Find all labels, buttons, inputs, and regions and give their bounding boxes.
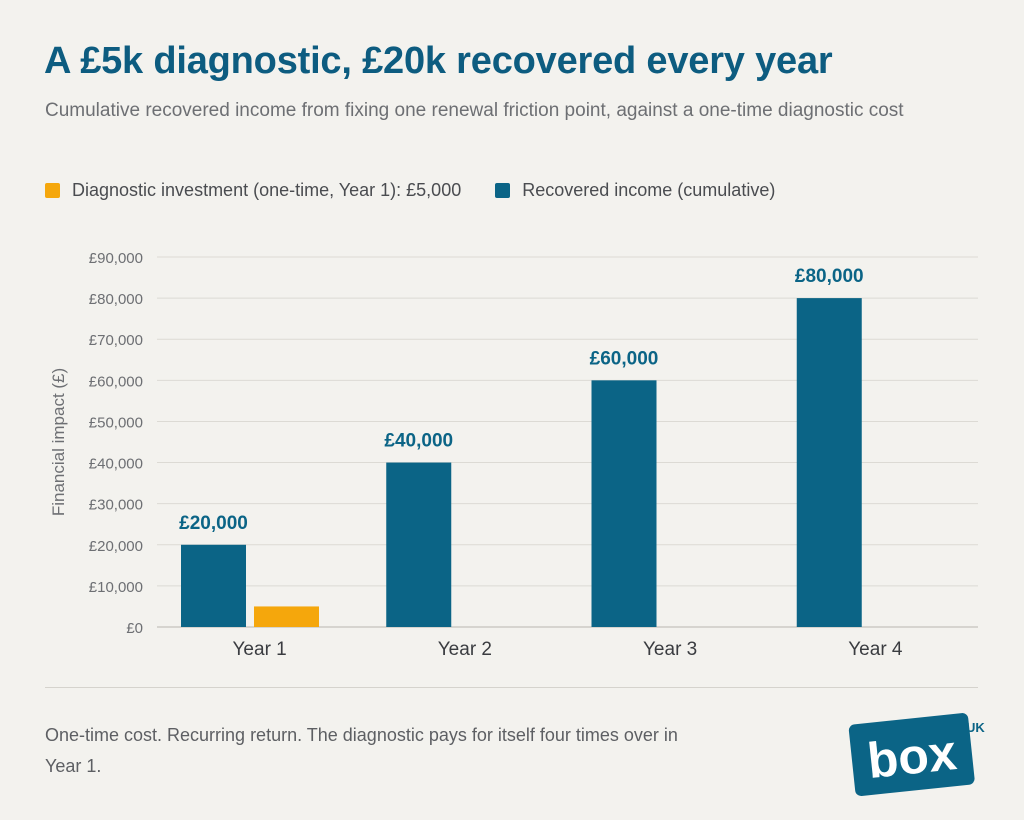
x-tick-label: Year 2 [438, 639, 492, 660]
data-label: £40,000 [384, 431, 453, 452]
y-tick-label: £10,000 [89, 579, 143, 596]
y-tick-label: £70,000 [89, 332, 143, 349]
y-tick-label: £80,000 [89, 291, 143, 308]
legend: Diagnostic investment (one-time, Year 1)… [45, 180, 809, 201]
box-uk-logo: box UK [848, 713, 985, 797]
chart-title: A £5k diagnostic, £20k recovered every y… [44, 40, 833, 82]
bar-chart: £0 £10,000 £20,000 £30,000 £40,000 £50,000 £60… [49, 250, 978, 660]
logo-text: box [865, 724, 959, 789]
chart-subtitle: Cumulative recovered income from fixing … [45, 100, 904, 121]
data-label: £80,000 [795, 266, 864, 287]
logo-box-shape [848, 713, 975, 797]
legend-swatch-investment [45, 183, 60, 198]
y-tick-label: £50,000 [89, 414, 143, 431]
data-label: £60,000 [590, 348, 659, 369]
x-tick-label: Year 4 [848, 639, 903, 660]
y-tick-label: £20,000 [89, 538, 143, 555]
bar-recovered [796, 298, 862, 627]
bar-investment [254, 606, 319, 627]
footer-divider [45, 687, 978, 688]
bar-recovered [591, 380, 657, 627]
legend-item-investment: Diagnostic investment (one-time, Year 1)… [45, 180, 461, 201]
y-tick-label: £30,000 [89, 497, 143, 514]
y-tick-label: £0 [126, 620, 143, 637]
data-label: £20,000 [179, 513, 248, 534]
x-tick-label: Year 3 [643, 639, 697, 660]
bar-recovered [386, 462, 452, 627]
y-axis-label: Financial impact (£) [49, 368, 68, 516]
y-tick-label: £40,000 [89, 456, 143, 473]
x-tick-label: Year 1 [233, 639, 287, 660]
logo-superscript: UK [966, 720, 985, 735]
bar-recovered [181, 544, 246, 627]
y-tick-label: £60,000 [89, 373, 143, 390]
footnote: One-time cost. Recurring return. The dia… [45, 725, 678, 776]
legend-item-recovered: Recovered income (cumulative) [495, 180, 775, 201]
y-tick-label: £90,000 [89, 250, 143, 267]
legend-label-investment: Diagnostic investment (one-time, Year 1)… [72, 180, 462, 200]
legend-swatch-recovered [495, 183, 511, 198]
legend-label-recovered: Recovered income (cumulative) [522, 180, 776, 200]
